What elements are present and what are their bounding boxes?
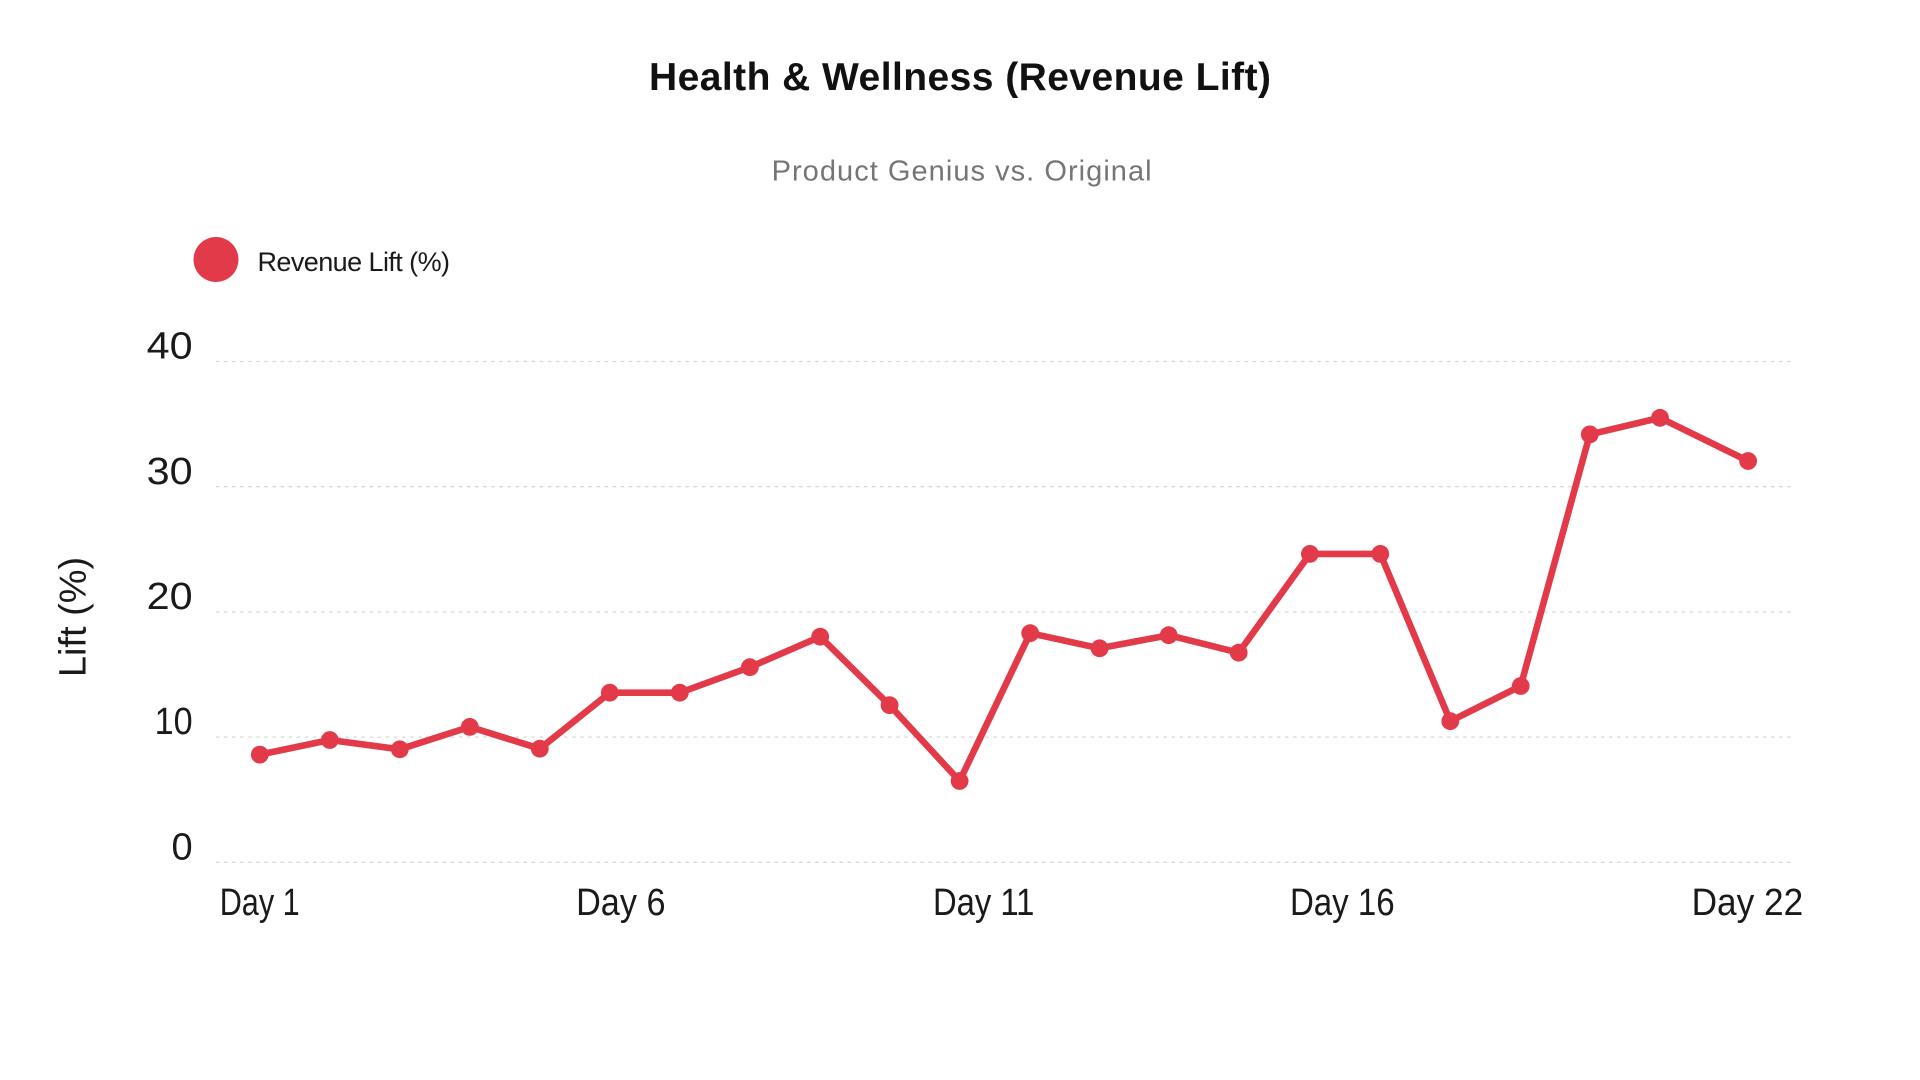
svg-text:Day 22: Day 22 — [1692, 882, 1804, 924]
svg-text:Lift (%): Lift (%) — [52, 557, 94, 677]
svg-text:20: 20 — [147, 576, 193, 618]
svg-text:30: 30 — [147, 451, 193, 493]
svg-text:Day 11: Day 11 — [933, 882, 1035, 924]
svg-text:Day 6: Day 6 — [576, 882, 665, 924]
svg-text:Day 16: Day 16 — [1290, 882, 1395, 924]
svg-text:Revenue Lift (%): Revenue Lift (%) — [258, 247, 451, 277]
svg-text:Product Genius vs. Original: Product Genius vs. Original — [772, 156, 1152, 188]
svg-text:Health & Wellness (Revenue Lif: Health & Wellness (Revenue Lift) — [649, 56, 1271, 99]
svg-text:40: 40 — [147, 326, 193, 368]
svg-text:0: 0 — [171, 826, 192, 868]
svg-text:Day 1: Day 1 — [220, 882, 300, 924]
svg-text:10: 10 — [155, 701, 193, 743]
